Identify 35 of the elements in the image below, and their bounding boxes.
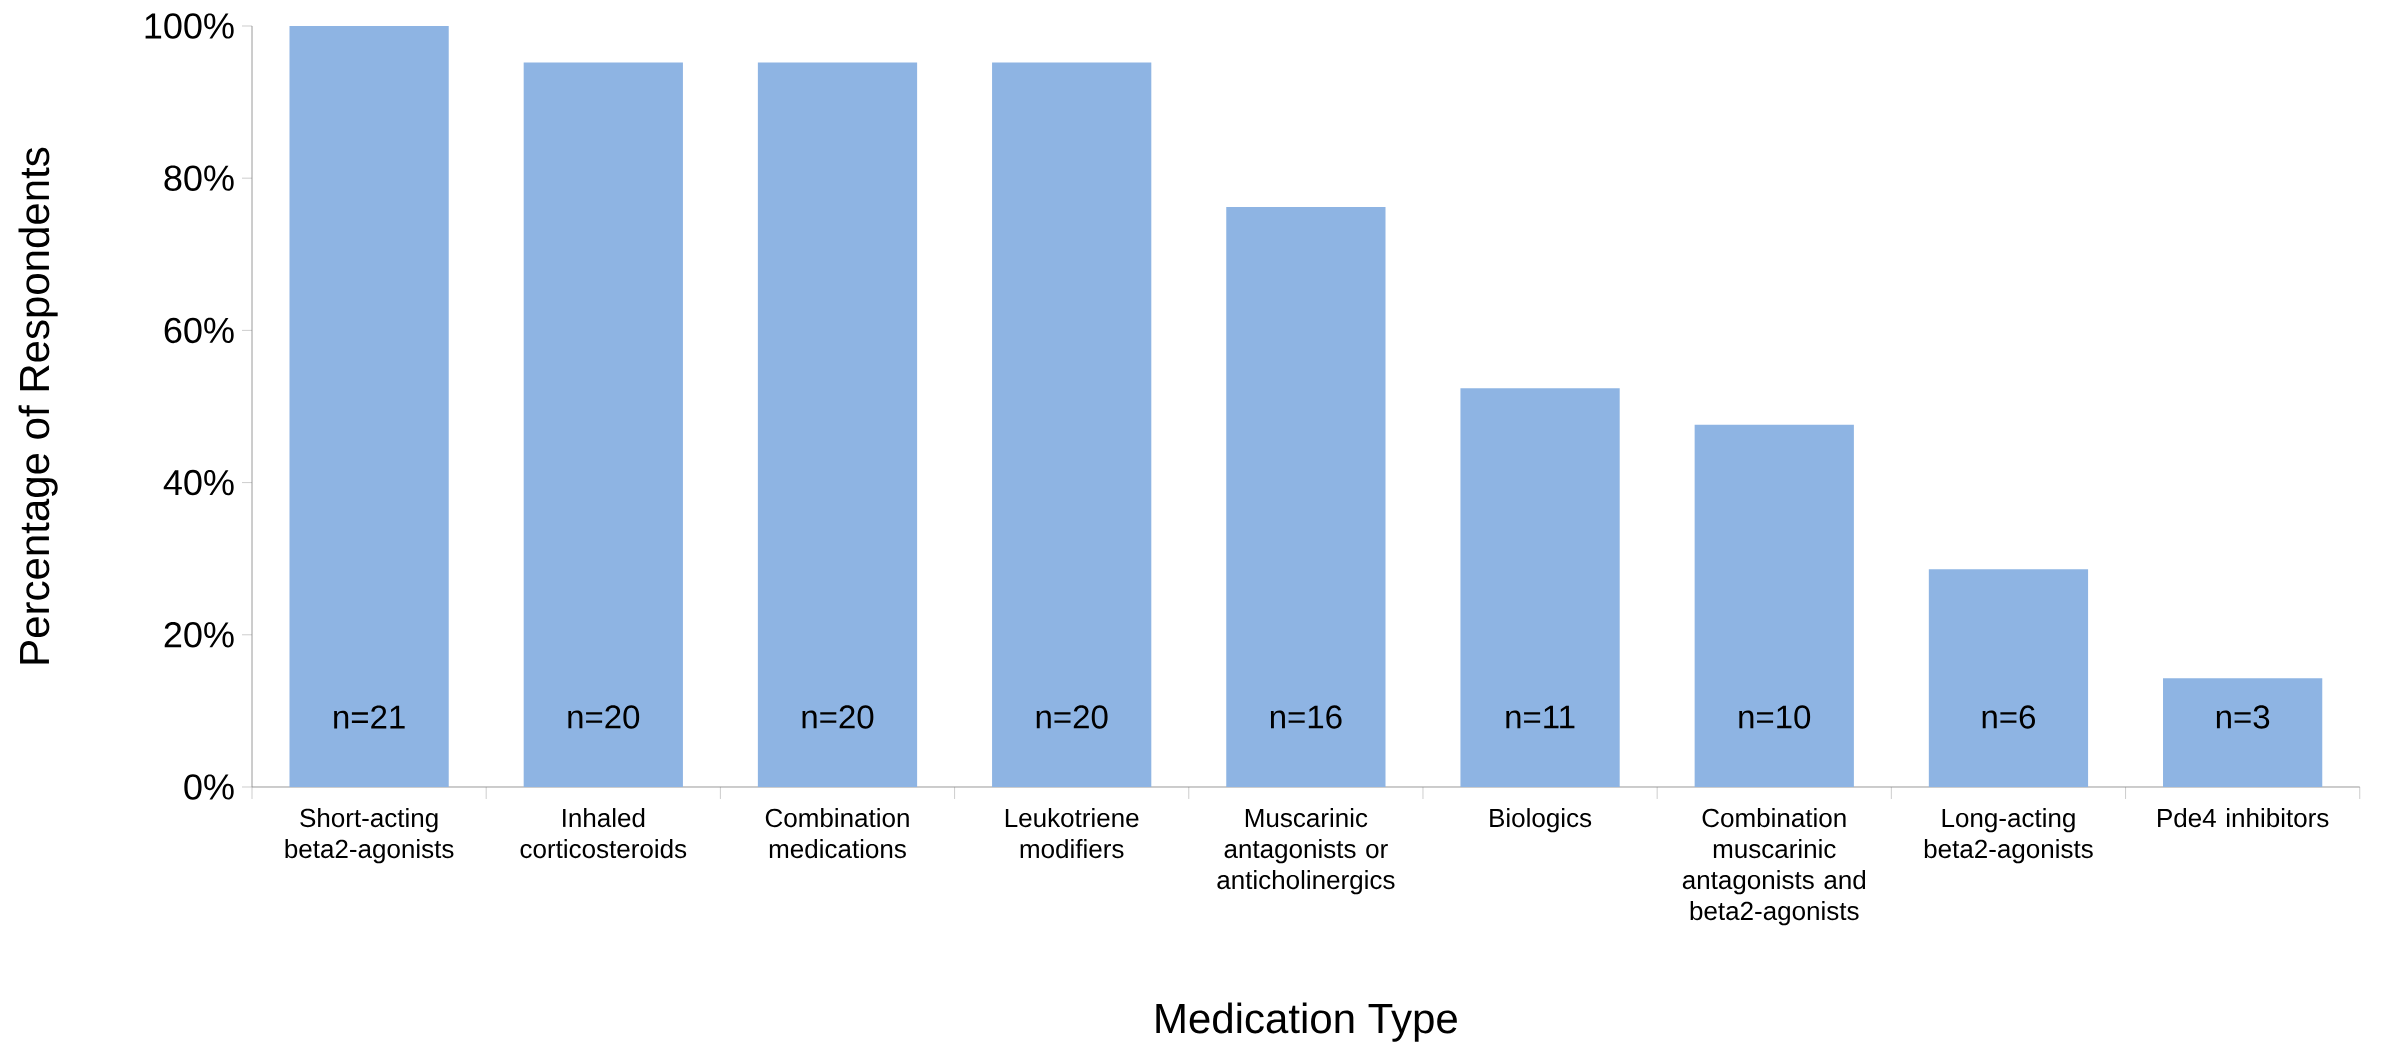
annotation: n=20 — [568, 705, 640, 729]
bar — [992, 62, 1152, 787]
x-tick-label: Leukotriene modifiers — [1005, 808, 1139, 859]
y-tick-label: 60% — [164, 317, 234, 344]
bar — [289, 25, 449, 787]
y-tick-label: 100% — [145, 13, 234, 39]
bar — [1928, 569, 2089, 787]
x-tick-label: Pde4 inhibitors — [2158, 808, 2329, 828]
bar — [757, 62, 918, 787]
x-axis-title: Medication Type — [1156, 1002, 1457, 1042]
annotation: n=6 — [1982, 705, 2035, 729]
annotation: n=20 — [802, 705, 874, 729]
x-tick-label: Short-acting beta2-agonists — [285, 808, 454, 864]
x-tick-label: Biologics — [1490, 808, 1592, 833]
annotation: n=16 — [1270, 705, 1342, 729]
bar — [1460, 388, 1620, 787]
x-tick-label: Muscarinic antagonists or anticholinergics — [1217, 808, 1395, 895]
x-tick-label: Combination medications — [765, 808, 909, 859]
y-tick-label: 20% — [164, 622, 234, 648]
annotation: n=3 — [2216, 705, 2270, 729]
annotation: n=20 — [1036, 705, 1108, 729]
annotation: n=21 — [334, 705, 405, 729]
annotation: n=10 — [1739, 705, 1811, 729]
bar — [1694, 424, 1854, 787]
bar — [523, 62, 683, 787]
x-tick-label: Inhaled corticosteroids — [520, 808, 687, 859]
annotation: n=11 — [1506, 705, 1575, 729]
bar — [1226, 207, 1386, 787]
x-tick-label: Long-acting beta2-agonists — [1924, 808, 2093, 864]
y-axis-title: Percentage of Respondents — [18, 147, 58, 664]
y-tick-label: 0% — [184, 774, 234, 800]
x-tick-label: Combination muscarinic antagonists and beta2-agonists — [1682, 808, 1866, 926]
y-tick-label: 40% — [163, 469, 234, 496]
bar — [2163, 678, 2323, 787]
y-tick-label: 80% — [164, 165, 234, 191]
